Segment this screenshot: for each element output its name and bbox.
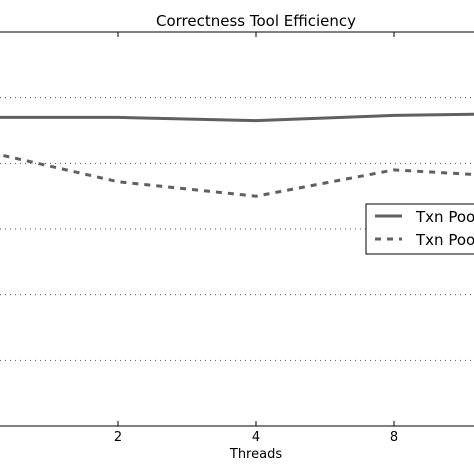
x-axis-label: Threads: [229, 447, 282, 462]
series-line-solid: [0, 112, 474, 123]
series-lines: [0, 112, 474, 198]
plot-frame: [0, 31, 474, 427]
legend: Txn Poo Txn Poo: [365, 203, 474, 255]
series-line-dashed: [0, 153, 474, 198]
x-tick-label: 8: [390, 430, 398, 445]
x-axis-ticks: 2 4 8: [114, 32, 398, 445]
chart-title: Correctness Tool Efficiency: [156, 12, 356, 30]
x-tick-label: 4: [252, 430, 260, 445]
x-tick-label: 2: [114, 430, 122, 445]
legend-label-solid: Txn Poo: [415, 208, 474, 226]
legend-label-dashed: Txn Poo: [415, 231, 474, 249]
legend-box: [365, 203, 474, 255]
